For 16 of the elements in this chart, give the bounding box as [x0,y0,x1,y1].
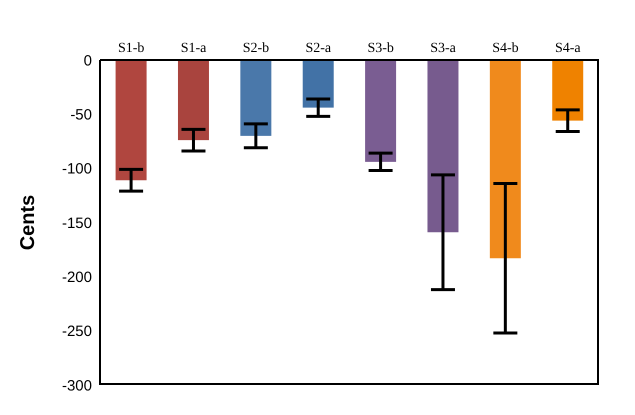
y-tick-label: 0 [84,52,92,70]
x-tick-label: S2-b [242,41,270,56]
y-tick-label: -150 [62,214,92,232]
x-tick-label: S3-b [367,41,394,56]
y-axis-title: Cents [17,194,40,250]
x-tick-label: S4-a [554,41,582,56]
x-tick-label: S3-a [430,41,457,56]
x-tick-label: S4-b [492,41,519,56]
y-tick-label: -250 [62,323,92,340]
y-tick-label: -200 [62,268,92,286]
y-tick-label: -300 [62,377,92,394]
x-tick-label: S1-a [180,41,208,56]
y-tick-label: -50 [70,106,92,124]
x-tick-label: S1-b [118,41,144,56]
y-tick-label: -100 [62,160,92,178]
x-tick-label: S2-a [305,41,332,56]
